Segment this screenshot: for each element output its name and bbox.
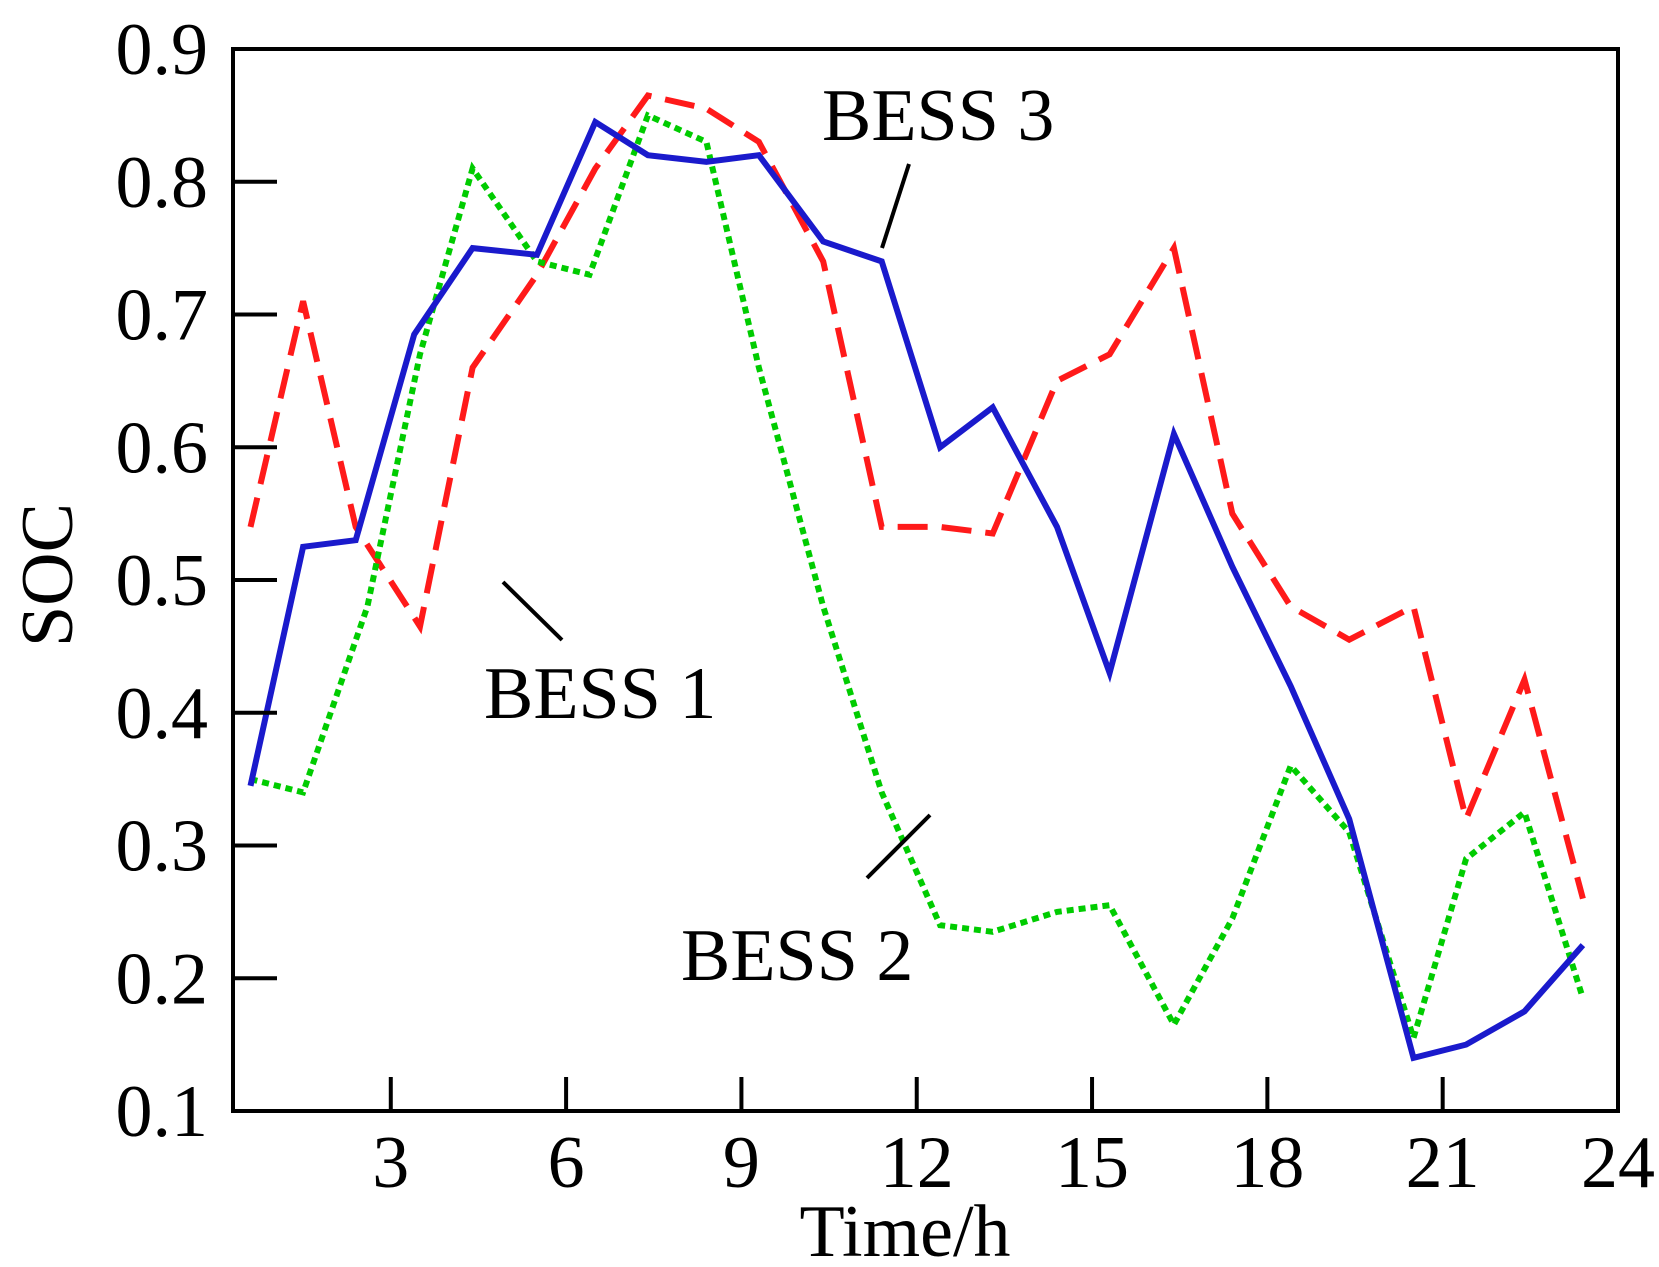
- y-tick-label: 0.2: [116, 938, 209, 1020]
- x-tick-label: 21: [1406, 1122, 1480, 1204]
- series-line-bess-1: [247, 92, 1586, 900]
- annotation-leader-bess-2: [865, 813, 932, 880]
- x-axis-ticks: 3 6 9 12 15 18 21 24: [372, 1077, 1655, 1204]
- y-tick-label: 0.6: [116, 407, 209, 489]
- y-tick-label: 0.3: [116, 806, 209, 888]
- annotation-label-bess-1: BESS 1: [484, 653, 716, 735]
- y-axis-title: SOC: [7, 503, 89, 647]
- y-tick-label: 0.4: [116, 673, 209, 755]
- y-tick-label: 0.8: [116, 142, 209, 224]
- plot-series-group: [247, 92, 1586, 1062]
- x-tick-label: 24: [1581, 1122, 1655, 1204]
- annotation-label-bess-3: BESS 3: [822, 75, 1054, 157]
- x-tick-label: 15: [1055, 1122, 1129, 1204]
- y-tick-label: 0.7: [116, 275, 209, 357]
- y-tick-label: 0.1: [116, 1071, 209, 1153]
- x-axis-title: Time/h: [799, 1191, 1010, 1267]
- y-tick-label: 0.9: [116, 9, 209, 91]
- x-tick-label: 12: [880, 1122, 954, 1204]
- series-line-bess-3: [247, 117, 1586, 1062]
- y-tick-label: 0.5: [116, 540, 209, 622]
- annotation-label-bess-2: BESS 2: [681, 915, 913, 997]
- x-tick-label: 3: [372, 1122, 409, 1204]
- x-tick-label: 9: [723, 1122, 760, 1204]
- annotation-leader-bess-1: [501, 580, 564, 642]
- x-tick-label: 6: [548, 1122, 585, 1204]
- annotation-leader-bess-3: [880, 163, 911, 249]
- y-axis-ticks: 0.1 0.2 0.3 0.4 0.5 0.6 0.7 0.8 0.9: [116, 9, 277, 1153]
- x-tick-label: 18: [1230, 1122, 1304, 1204]
- annotations-group: BESS 1 BESS 2 BESS 3: [484, 75, 1054, 997]
